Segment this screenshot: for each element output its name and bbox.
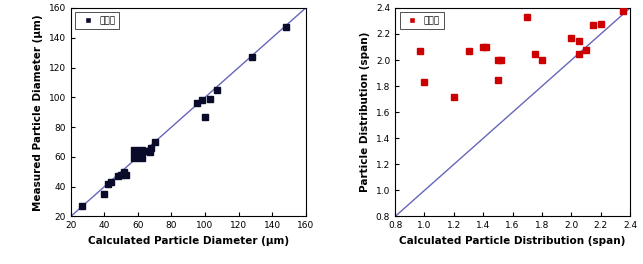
Y-axis label: Measured Particle Diameter (μm): Measured Particle Diameter (μm) bbox=[33, 14, 43, 210]
Legend: 실험값: 실험값 bbox=[75, 12, 120, 29]
X-axis label: Calculated Particle Diameter (μm): Calculated Particle Diameter (μm) bbox=[87, 236, 289, 246]
X-axis label: Calculated Particle Distribution (span): Calculated Particle Distribution (span) bbox=[399, 236, 626, 246]
Legend: 실험값: 실험값 bbox=[399, 12, 444, 29]
Y-axis label: Particle Distribution (span): Particle Distribution (span) bbox=[360, 32, 370, 192]
